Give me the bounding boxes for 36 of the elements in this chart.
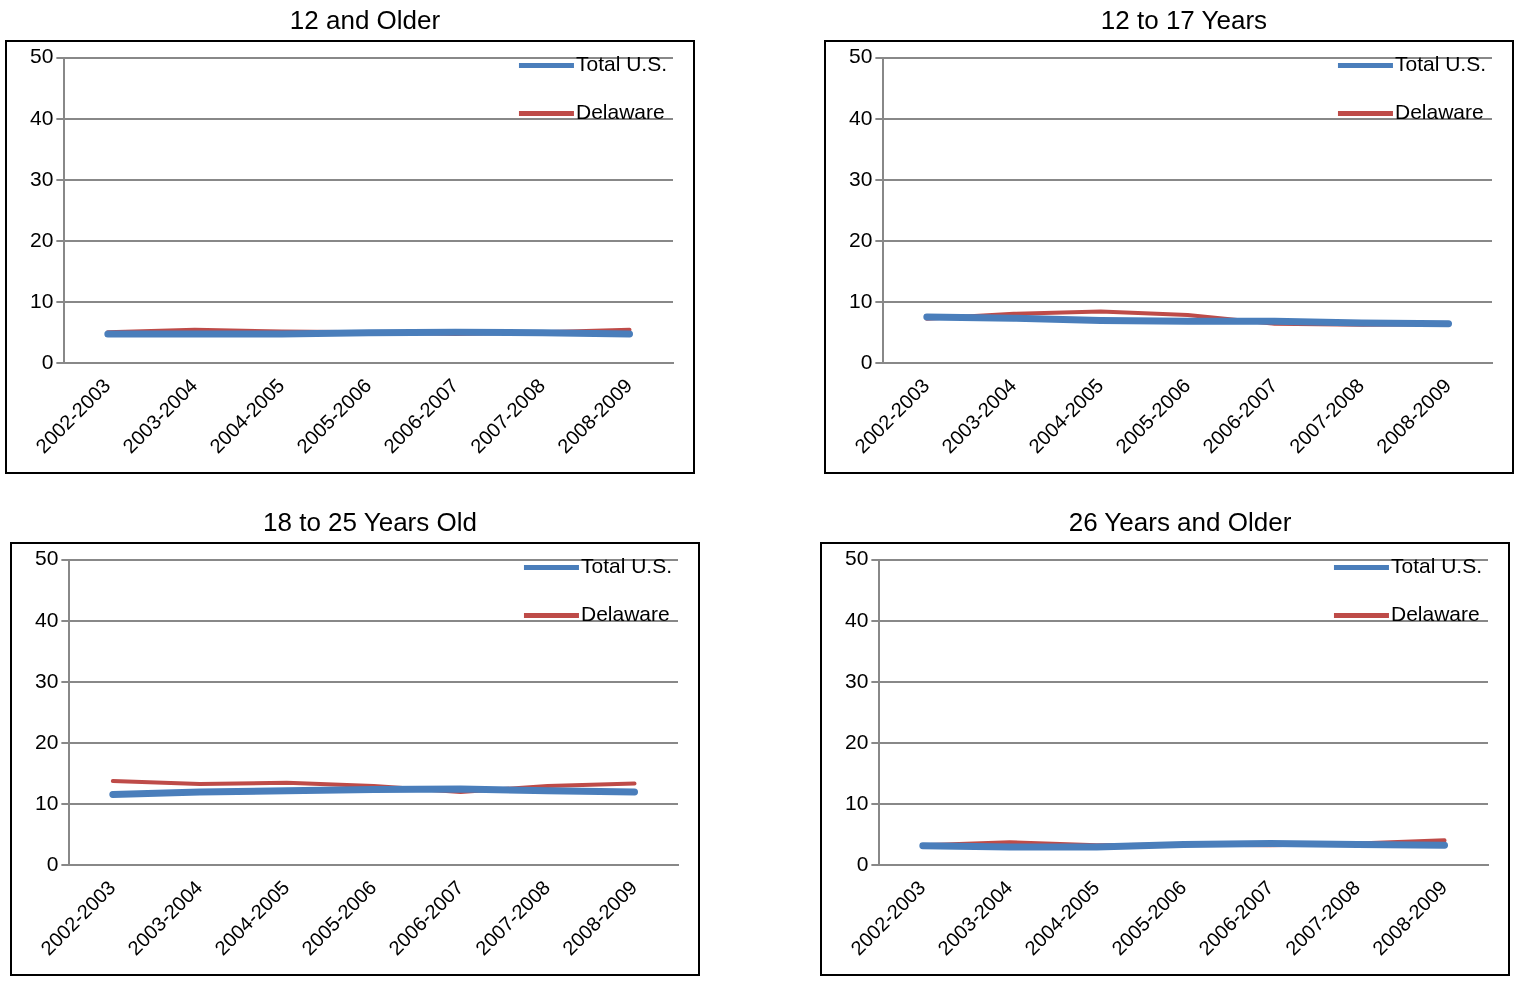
y-tick-label: 10	[849, 289, 873, 313]
legend-label: Delaware	[1390, 602, 1480, 626]
y-tick-label: 40	[30, 105, 54, 129]
chart-title: 12 to 17 Years	[1099, 4, 1269, 37]
y-tick-label: 10	[845, 791, 869, 815]
legend-label: Delaware	[575, 100, 665, 124]
y-tick-label: 20	[30, 227, 54, 251]
y-tick-label: 50	[35, 546, 59, 570]
y-tick-label: 20	[849, 227, 873, 251]
y-tick-label: 50	[849, 44, 873, 68]
legend-label: Total U.S.	[1394, 52, 1487, 76]
legend-label: Total U.S.	[1390, 554, 1483, 578]
chart-title: 18 to 25 Years Old	[262, 506, 478, 539]
y-tick-label: 20	[845, 729, 869, 753]
y-tick-label: 10	[35, 791, 59, 815]
chart-title: 12 and Older	[288, 4, 442, 37]
chart-title: 26 Years and Older	[1067, 506, 1293, 539]
y-tick-label: 10	[30, 289, 54, 313]
y-tick-label: 30	[35, 668, 59, 692]
legend-label: Delaware	[580, 602, 670, 626]
y-tick-label: 0	[856, 852, 869, 876]
y-tick-label: 30	[30, 166, 54, 190]
y-tick-label: 30	[849, 166, 873, 190]
y-tick-label: 50	[845, 546, 869, 570]
y-tick-label: 40	[845, 607, 869, 631]
legend-label: Total U.S.	[575, 52, 668, 76]
y-tick-label: 0	[41, 350, 54, 374]
y-tick-label: 20	[35, 729, 59, 753]
y-tick-label: 50	[30, 44, 54, 68]
legend-label: Delaware	[1394, 100, 1484, 124]
y-tick-label: 40	[849, 105, 873, 129]
y-tick-label: 0	[46, 852, 59, 876]
legend-label: Total U.S.	[580, 554, 673, 578]
y-tick-label: 0	[860, 350, 873, 374]
y-tick-label: 40	[35, 607, 59, 631]
y-tick-label: 30	[845, 668, 869, 692]
